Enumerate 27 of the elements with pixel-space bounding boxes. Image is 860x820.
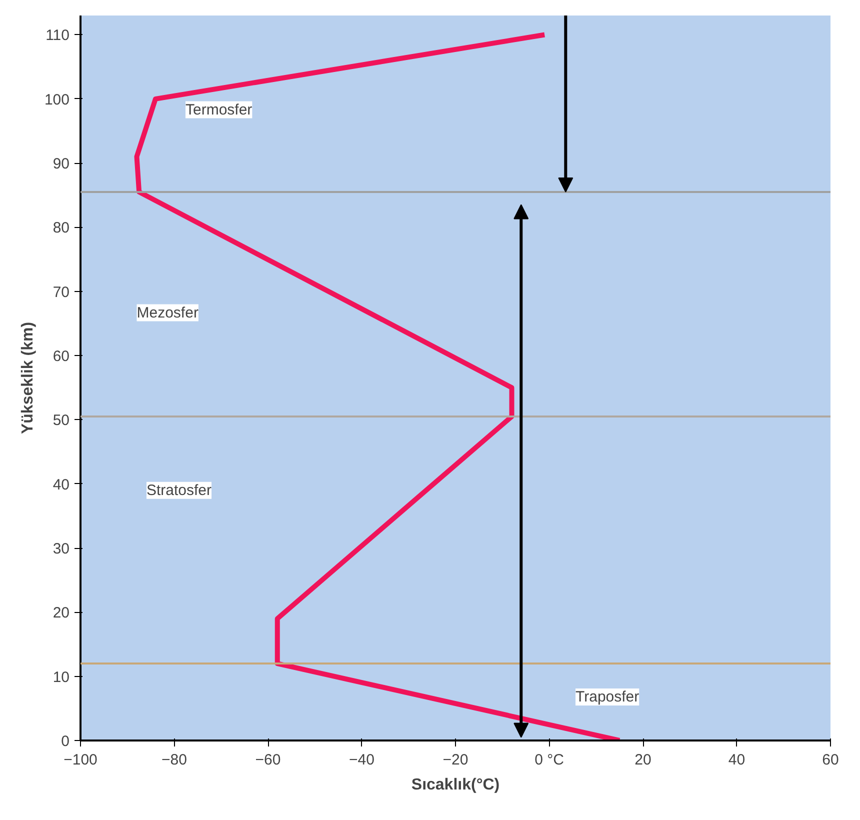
y-tick-label: 30 [52, 540, 70, 558]
annotation: Mezosfer [136, 304, 198, 322]
x-tick-label: −40 [349, 752, 374, 768]
y-axis-title: Yükseklik (km) [19, 322, 36, 434]
x-tick-label: −60 [255, 752, 281, 768]
annotation: Termosfer [186, 101, 252, 118]
y-tick-label: 20 [52, 604, 70, 622]
annotation: Traposfer [576, 688, 640, 706]
x-axis-title: Sıcaklık(°C) [411, 776, 500, 794]
y-tick-label: 100 [44, 91, 70, 108]
y-tick-label: 40 [52, 476, 70, 494]
x-tick-label: 0 °C [534, 752, 564, 768]
x-tick-label: 40 [728, 752, 746, 768]
annotation: Stratosfer [146, 482, 212, 499]
y-tick-label: 50 [52, 412, 70, 430]
x-tick-label: −20 [442, 752, 468, 768]
x-tick-label: −80 [162, 752, 187, 768]
x-tick-label: −100 [64, 752, 98, 768]
x-tick-label: 20 [634, 752, 652, 768]
y-tick-label: 0 [61, 733, 70, 750]
y-tick-label: 10 [52, 668, 70, 686]
y-tick-label: 90 [52, 156, 70, 173]
y-tick-label: 70 [52, 284, 70, 301]
y-tick-label: 80 [52, 220, 70, 237]
x-tick-label: 60 [822, 752, 839, 768]
y-tick-label: 110 [46, 27, 70, 44]
y-tick-label: 60 [52, 348, 70, 366]
